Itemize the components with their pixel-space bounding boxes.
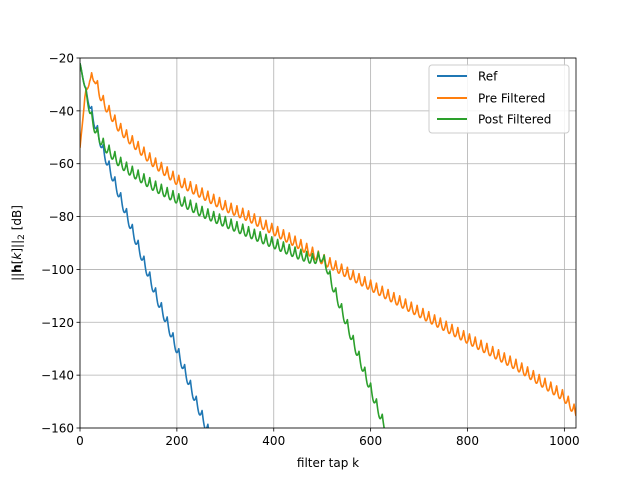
y-tick-label: −60: [49, 157, 74, 171]
legend-label-post-filtered: Post Filtered: [478, 113, 551, 127]
y-axis-label: ||h[k]||2 [dB]: [10, 205, 27, 281]
y-tick-label: −80: [49, 210, 74, 224]
y-tick-label: −120: [41, 316, 74, 330]
legend-frame: [428, 64, 570, 134]
y-tick-label: −140: [41, 369, 74, 383]
legend: Ref Pre Filtered Post Filtered: [428, 64, 570, 134]
y-tick-label: −160: [41, 422, 74, 436]
plot-frame: [79, 57, 577, 429]
x-tick-label: 200: [165, 434, 188, 448]
x-tick-label: 400: [262, 434, 285, 448]
x-tick-label: 600: [359, 434, 382, 448]
y-tick-label: −40: [49, 104, 74, 118]
legend-label-pre-filtered: Pre Filtered: [478, 92, 545, 106]
x-tick-label: 0: [76, 434, 84, 448]
y-tick-label: −100: [41, 263, 74, 277]
axis-ticks: 0 200 400 600 800 1000 −160 −140 −120 −100 −80 −60 −…: [41, 52, 580, 449]
x-tick-label: 800: [456, 434, 479, 448]
x-tick-label: 1000: [549, 434, 580, 448]
series-group: [80, 63, 576, 428]
legend-label-ref: Ref: [478, 70, 498, 84]
series-line-pre-filtered: [80, 72, 576, 417]
series-line-ref: [80, 63, 210, 428]
x-axis-label: filter tap k: [297, 456, 359, 470]
series-line-post-filtered: [80, 63, 389, 428]
y-tick-label: −20: [49, 52, 74, 66]
